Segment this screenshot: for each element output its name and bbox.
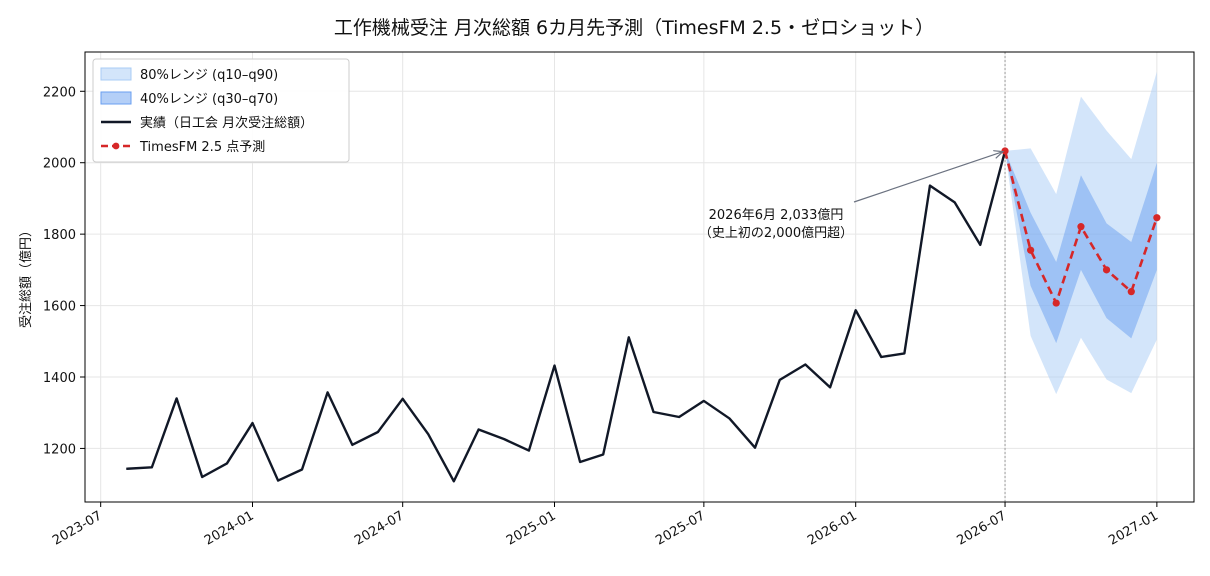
forecast-point	[1127, 288, 1135, 296]
legend-swatch-band80	[100, 67, 132, 81]
legend-box	[92, 58, 350, 163]
x-tick-label: 2027-01	[1106, 508, 1161, 548]
y-tick-label: 1400	[43, 371, 76, 386]
legend-label: 80%レンジ (q10–q90)	[140, 68, 278, 83]
legend: 80%レンジ (q10–q90) 40%レンジ (q30–q70) 実績（日工会 月…	[92, 58, 350, 163]
y-tick-label: 1800	[43, 228, 76, 243]
forecast-point	[1102, 266, 1111, 274]
x-tick-label: 2025-01	[504, 508, 559, 548]
annotation-arrow	[853, 152, 1002, 203]
x-tick-label: 2026-07	[954, 508, 1009, 548]
x-tick-label: 2026-01	[805, 508, 860, 548]
annotation-text: （史上初の2,000億円超）	[699, 225, 853, 241]
forecast-point	[1077, 223, 1085, 231]
x-tick-label: 2024-01	[202, 508, 257, 548]
annotation: 2026年6月 2,033億円 （史上初の2,000億円超）	[699, 152, 1002, 241]
y-axis-label: 受注総額（億円）	[18, 224, 34, 328]
legend-label: TimesFM 2.5 点予測	[139, 140, 265, 155]
legend-swatch-forecast-marker	[112, 142, 120, 150]
forecast-point	[1052, 299, 1060, 307]
x-tick-label: 2025-07	[653, 508, 708, 548]
lines	[126, 52, 1161, 502]
x-tick-label: 2023-07	[50, 508, 105, 548]
legend-label: 40%レンジ (q30–q70)	[140, 92, 278, 107]
y-tick-label: 1600	[43, 300, 76, 315]
annotation-text: 2026年6月 2,033億円	[709, 207, 844, 223]
forecast-point	[1027, 246, 1035, 254]
x-tick-label: 2024-07	[352, 508, 407, 548]
legend-label: 実績（日工会 月次受注総額）	[140, 115, 313, 131]
y-tick-label: 2200	[43, 85, 76, 100]
chart-title: 工作機械受注 月次総額 6カ月先予測（TimesFM 2.5・ゼロショット）	[334, 17, 934, 39]
forecast-point	[1001, 147, 1009, 155]
band-40pct	[1005, 150, 1157, 344]
forecast-point	[1153, 214, 1161, 222]
y-tick-label: 2000	[43, 157, 76, 172]
plot-frame	[84, 51, 1195, 503]
legend-swatch-band40	[100, 91, 132, 105]
bands	[1005, 71, 1157, 395]
actual-series-line	[126, 150, 1007, 483]
y-tick-label: 1200	[43, 442, 76, 457]
